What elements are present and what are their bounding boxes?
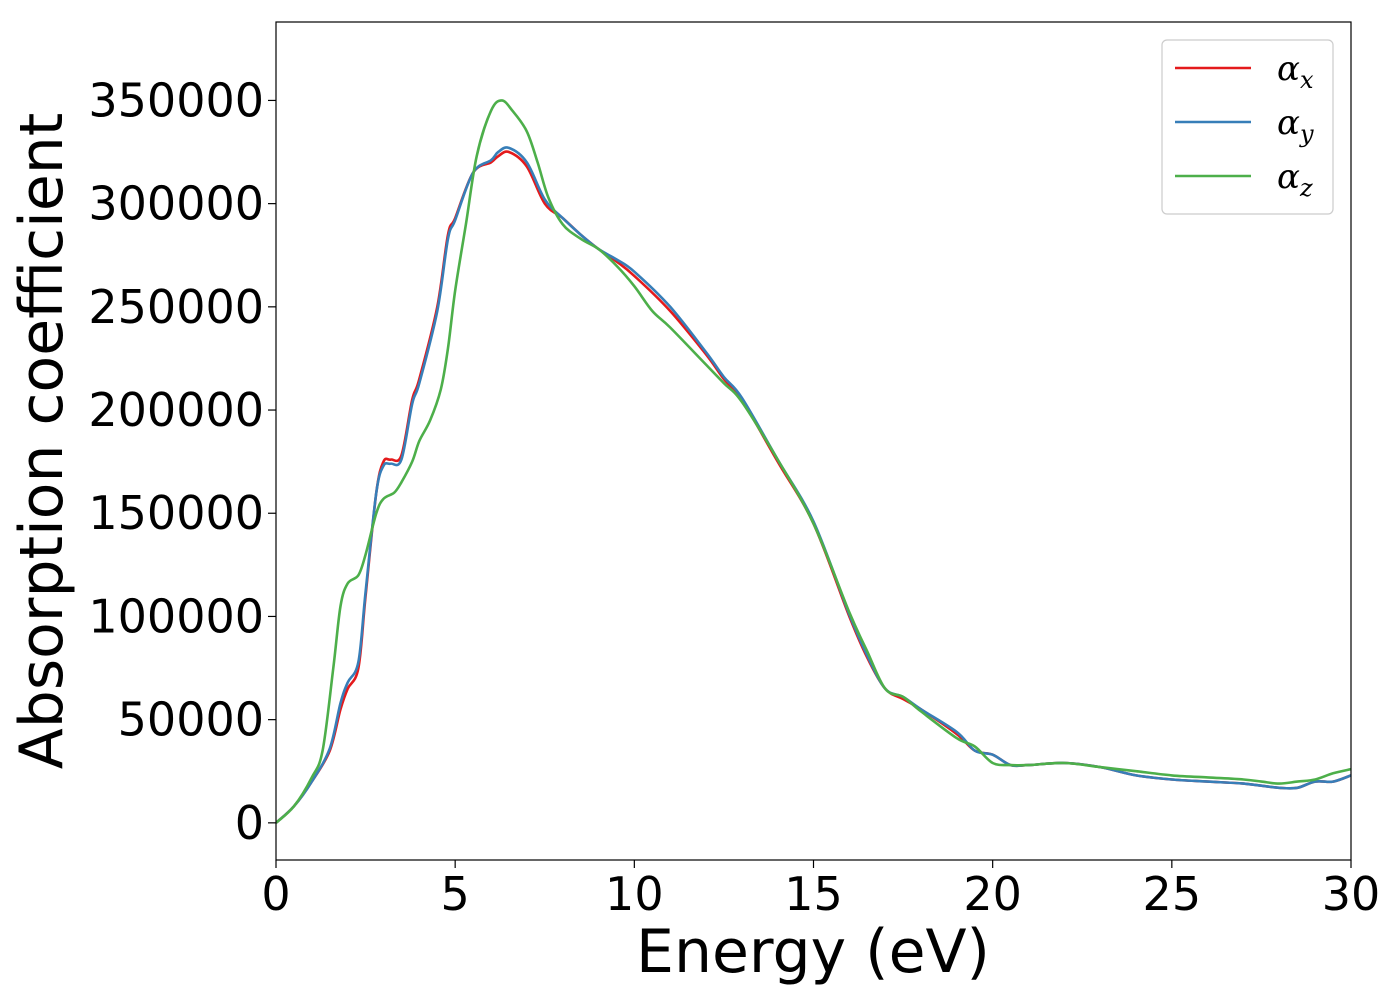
y-tick-label: 100000 [88,589,264,643]
ticks-layer: 0 5 10 15 20 25 30 0 50000 100000 150000 200000 2500… [88,73,1380,921]
series-line-z [276,99,1351,824]
y-tick-label: 350000 [88,73,264,127]
x-tick-label: 5 [441,867,470,921]
x-tick-label: 15 [784,867,843,921]
y-axis-title: Absorption coefficient [7,113,77,770]
y-tick-label: 0 [235,796,264,850]
x-axis-title: Energy (eV) [636,917,990,987]
x-tick-label: 0 [261,867,290,921]
x-tick-label: 20 [963,867,1022,921]
y-tick-label: 200000 [88,383,264,437]
y-tick-label: 150000 [88,486,264,540]
y-tick-label: 250000 [88,280,264,334]
plot-frame [275,21,1352,861]
legend-frame [1161,39,1334,215]
x-tick-label: 25 [1143,867,1202,921]
series-layer [276,99,1351,824]
y-tick-label: 50000 [118,693,264,747]
x-tick-label: 30 [1322,867,1381,921]
x-tick-label: 10 [605,867,664,921]
y-tick-label: 300000 [88,177,264,231]
